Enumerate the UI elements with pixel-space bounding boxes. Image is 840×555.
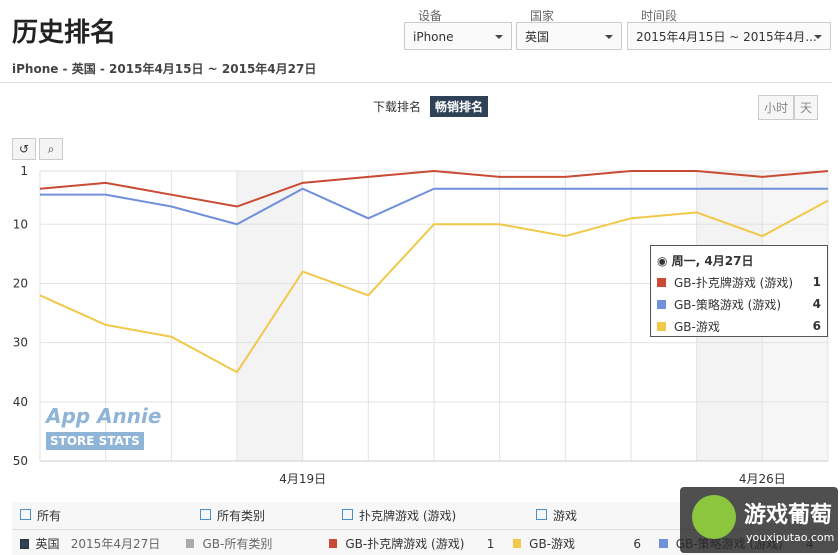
tab[interactable]: 畅销排名 bbox=[430, 96, 489, 117]
tooltip-name: GB-策略游戏 (游戏) bbox=[674, 297, 782, 312]
tooltip-swatch bbox=[657, 321, 666, 331]
granularity: 小时天 bbox=[758, 95, 819, 120]
x-tick-label: 4月26日 bbox=[739, 472, 786, 486]
legend-header[interactable]: 扑克牌游戏 (游戏) bbox=[342, 507, 456, 524]
legend-header-text: 所有 bbox=[37, 509, 62, 523]
radio bbox=[20, 538, 30, 549]
page-title: 历史排名 bbox=[12, 18, 117, 48]
all-category: GB-所有类别 bbox=[202, 537, 273, 551]
logo-site: youxiputao.com bbox=[746, 531, 835, 544]
series-line bbox=[39, 169, 829, 208]
tooltip-date: 周一, 4月27日 bbox=[671, 254, 754, 268]
country: 英国 bbox=[35, 537, 60, 551]
row-series-name: GB-扑克牌游戏 (游戏) bbox=[345, 537, 465, 551]
y-tick-label: 50 bbox=[13, 454, 28, 468]
y-tick-label: 30 bbox=[13, 336, 28, 350]
swatch bbox=[186, 539, 195, 548]
checkbox bbox=[200, 509, 211, 520]
reset-button[interactable]: ↺ bbox=[12, 138, 36, 160]
tooltip-title: ◉ 周一, 4月27日 bbox=[657, 254, 754, 268]
tabs: 下载排名 畅销排名 bbox=[368, 96, 489, 117]
x-tick-label: 4月19日 bbox=[279, 472, 326, 486]
series-line bbox=[40, 187, 828, 226]
y-tick-label: 1 bbox=[20, 164, 28, 178]
row-series-value: 1 bbox=[486, 536, 495, 551]
y-tick-label: 20 bbox=[13, 276, 28, 290]
filter-label: 时间段 bbox=[641, 9, 678, 23]
checkbox bbox=[20, 509, 31, 520]
legend-header-text: 游戏 bbox=[553, 509, 578, 523]
filter-label: 设备 bbox=[418, 9, 443, 23]
logo-watermark: 游戏葡萄 youxiputao.com bbox=[680, 487, 838, 553]
zoom-button[interactable]: ⌕ bbox=[39, 138, 63, 160]
date: 2015年4月27日 bbox=[70, 537, 161, 551]
brand-sub: STORE STATS bbox=[46, 432, 144, 450]
legend-header-text: 扑克牌游戏 (游戏) bbox=[359, 509, 457, 523]
series-line bbox=[39, 199, 829, 374]
row-series-value: 6 bbox=[633, 536, 641, 551]
divider bbox=[0, 82, 832, 83]
tooltip-name: GB-游戏 bbox=[674, 319, 720, 334]
legend-header-text: 所有类别 bbox=[217, 509, 266, 523]
granularity-button[interactable]: 天 bbox=[794, 95, 819, 120]
swatch bbox=[328, 539, 338, 548]
tooltip-value: 6 bbox=[812, 319, 821, 333]
tab[interactable]: 下载排名 bbox=[373, 100, 422, 114]
tooltip-swatch bbox=[657, 299, 666, 309]
tooltip-value: 1 bbox=[812, 275, 821, 289]
row-series-name: GB-游戏 bbox=[529, 537, 576, 551]
row-divider bbox=[12, 529, 832, 530]
subtitle: iPhone - 英国 - 2015年4月15日 ~ 2015年4月27日 bbox=[12, 62, 317, 76]
granularity-button[interactable]: 小时 bbox=[758, 95, 795, 120]
filter-select[interactable]: 英国 bbox=[516, 22, 622, 50]
tooltip-value: 4 bbox=[812, 297, 821, 311]
chart: 4月19日 4月26日 1 10 20 30 40 50 bbox=[13, 164, 829, 486]
logo-icon bbox=[692, 495, 736, 539]
weekend-band bbox=[237, 171, 303, 461]
filter-select[interactable]: iPhone bbox=[404, 22, 512, 50]
y-tick-label: 10 bbox=[13, 217, 28, 231]
tooltip-name: GB-扑克牌游戏 (游戏) bbox=[674, 275, 794, 290]
swatch bbox=[659, 539, 668, 548]
legend-header[interactable]: 所有 bbox=[20, 507, 61, 524]
filter-select[interactable]: 2015年4月15日 ~ 2015年4月... bbox=[627, 22, 831, 50]
tooltip-row: GB-扑克牌游戏 (游戏) 1 bbox=[657, 271, 821, 293]
tooltip-row: GB-游戏 6 bbox=[657, 315, 821, 337]
legend-header[interactable]: 所有类别 bbox=[200, 507, 265, 524]
tooltip: ◉ 周一, 4月27日 GB-扑克牌游戏 (游戏) 1 GB-策略游戏 (游戏) 4 G… bbox=[650, 245, 828, 337]
filter-label: 国家 bbox=[530, 9, 555, 23]
swatch bbox=[512, 539, 522, 548]
checkbox bbox=[536, 509, 547, 520]
tooltip-swatch bbox=[657, 277, 666, 287]
checkbox bbox=[342, 509, 353, 520]
tooltip-row: GB-策略游戏 (游戏) 4 bbox=[657, 293, 821, 315]
brand-watermark: App Annie bbox=[46, 404, 162, 428]
legend-header[interactable]: 游戏 bbox=[536, 507, 577, 524]
y-tick-label: 40 bbox=[13, 395, 28, 409]
logo-text: 游戏葡萄 bbox=[744, 503, 833, 528]
